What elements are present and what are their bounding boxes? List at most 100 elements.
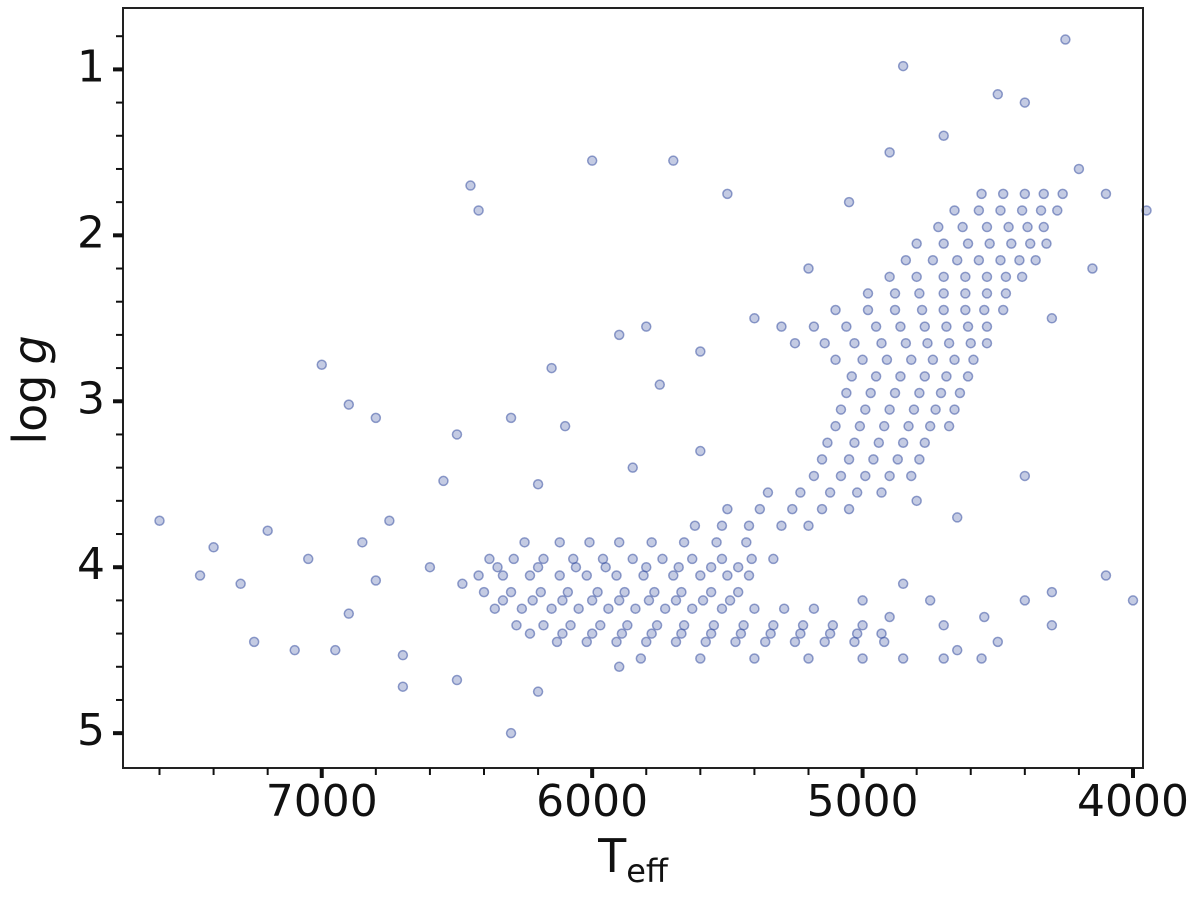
point [570,561,582,573]
point [941,321,952,332]
point [803,653,814,664]
point [960,271,971,283]
point [343,608,355,619]
point [906,470,917,482]
point [511,620,522,631]
point [716,520,728,531]
point [997,188,1009,200]
y-tick-label: 1 [77,41,105,92]
point [554,570,565,581]
point [532,478,544,490]
point [613,537,625,548]
point [900,254,912,266]
point [900,337,912,349]
point [995,254,1006,266]
point [870,321,882,332]
point [722,503,733,515]
point [865,387,876,399]
x-tick-label: 6000 [536,776,648,827]
point [841,321,852,332]
point [248,636,260,648]
point [884,470,895,482]
point [611,636,622,648]
point [897,653,909,664]
point [741,537,752,548]
point [897,578,909,590]
point [949,205,960,216]
point [914,288,925,299]
point [424,561,436,573]
plot-frame [122,7,1144,769]
point [262,525,273,536]
point [938,288,949,299]
point [497,570,509,581]
point [908,404,920,415]
point [906,354,917,366]
x-tick-label: 5000 [807,776,919,827]
point [943,420,955,432]
point [768,553,779,565]
point [1030,254,1041,266]
point [835,470,847,482]
point [478,586,490,598]
point [795,487,806,498]
point [697,595,709,606]
point [1019,595,1031,606]
point [746,553,757,565]
point [935,387,947,399]
point [830,354,841,366]
point [938,304,949,316]
point [754,503,766,515]
point [843,503,855,515]
point [876,628,887,639]
point [981,337,993,349]
point [765,628,776,639]
point [976,188,987,200]
point [927,354,939,366]
point [851,628,863,639]
point [557,595,568,606]
point [722,570,733,581]
point [843,196,855,208]
point [854,420,866,432]
point [787,503,798,515]
point [524,570,536,581]
point [551,636,563,648]
point [630,603,641,614]
y-tick-label: 5 [77,705,105,756]
point [895,371,906,382]
point [595,620,606,631]
point [538,620,549,631]
point [919,437,931,449]
point [613,329,625,341]
point [397,649,409,661]
point [846,371,858,382]
point [1057,188,1068,200]
point [960,288,971,299]
point [911,271,922,283]
point [586,155,598,166]
point [492,561,503,573]
point [976,653,987,664]
point [724,595,736,606]
point [1087,263,1098,274]
point [600,561,611,573]
point [889,288,901,299]
point [695,445,706,457]
point [857,653,868,664]
point [808,603,820,614]
point [1019,470,1031,482]
point [657,553,668,565]
point [841,387,852,399]
point [992,89,1004,100]
point [951,254,963,266]
point [622,620,633,631]
point [911,238,922,249]
point [289,644,300,656]
y-tick-label: 3 [77,373,105,424]
point [546,362,557,374]
point [860,404,871,415]
x-label-main: T [597,829,627,883]
point [302,553,314,565]
point [979,611,990,623]
